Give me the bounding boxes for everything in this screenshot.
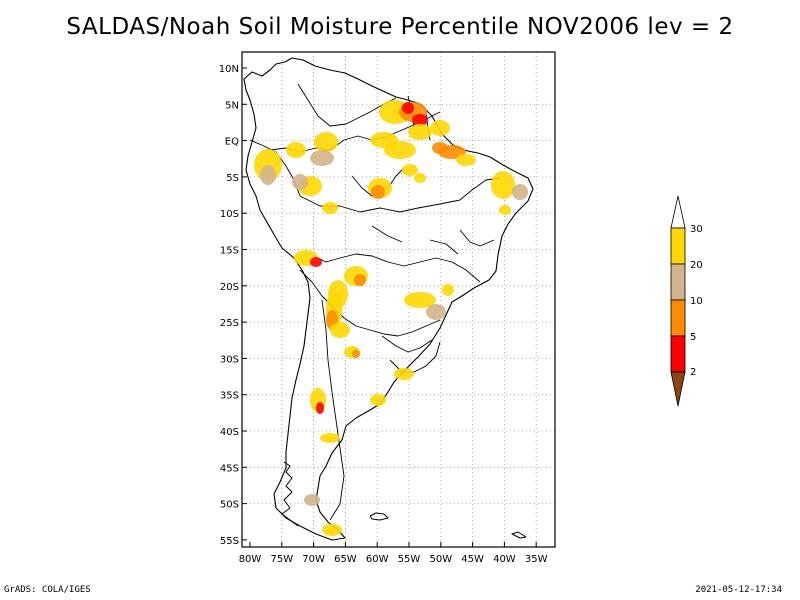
- lat-tick-label: 20S: [220, 282, 239, 293]
- percentile-patch: [322, 202, 338, 214]
- lat-tick-label: 10N: [219, 64, 239, 75]
- percentile-patch: [456, 154, 476, 166]
- south-georgia: [511, 531, 527, 539]
- percentile-patch: [286, 142, 306, 158]
- lon-tick-label: 40W: [493, 554, 516, 565]
- percentile-patch: [512, 184, 528, 200]
- percentile-patch: [491, 171, 515, 199]
- percentile-patch: [354, 274, 366, 286]
- percentile-patch: [414, 173, 426, 183]
- percentile-patch: [352, 350, 360, 358]
- lon-tick-label: 65W: [334, 554, 357, 565]
- south-america-coastline: [243, 57, 534, 541]
- falkland-islands: [369, 512, 389, 521]
- percentile-patch: [260, 165, 276, 185]
- lon-tick-label: 70W: [302, 554, 325, 565]
- lat-tick-label: 50S: [220, 500, 239, 511]
- chilean-fjords: [281, 461, 299, 527]
- legend-label: 5: [690, 332, 696, 343]
- percentile-patch: [310, 257, 322, 267]
- percentile-patch: [316, 402, 324, 414]
- graticule: [242, 52, 555, 547]
- legend-swatch-above-30: [670, 195, 686, 229]
- lon-tick-label: 55W: [398, 554, 421, 565]
- percentile-patch: [404, 292, 436, 308]
- percentile-patch: [384, 141, 416, 159]
- lat-tick-label: 25S: [220, 318, 239, 329]
- percentile-patch: [330, 322, 350, 338]
- lon-tick-label: 50W: [429, 554, 452, 565]
- legend-label: 10: [690, 296, 703, 307]
- legend-swatch-20-30: [670, 227, 686, 265]
- percentile-patch: [426, 304, 446, 320]
- lon-tick-label: 75W: [270, 554, 293, 565]
- map-frame: [241, 51, 556, 548]
- percentile-patch: [430, 120, 450, 136]
- lat-tick-label: EQ: [225, 137, 239, 148]
- percentile-patch: [402, 164, 418, 176]
- percentile-patch: [320, 433, 340, 443]
- legend-swatch-10-20: [670, 263, 686, 301]
- soil-moisture-shading: [254, 100, 528, 536]
- longitude-labels: 80W 75W 70W 65W 60W 55W 50W 45W 40W 35W: [239, 542, 548, 565]
- legend-swatch-5-10: [670, 299, 686, 337]
- lat-tick-label: 40S: [220, 427, 239, 438]
- continent-outline: [243, 57, 534, 541]
- percentile-patch: [371, 185, 385, 199]
- percentile-patch: [499, 205, 511, 215]
- footer-timestamp: 2021-05-12-17:34: [695, 585, 782, 595]
- percentile-patch: [402, 102, 414, 114]
- percentile-patch: [310, 150, 334, 166]
- lon-tick-label: 35W: [525, 554, 548, 565]
- percentile-patch: [394, 368, 414, 380]
- lat-tick-label: 35S: [220, 391, 239, 402]
- lat-tick-label: 10S: [220, 209, 239, 220]
- lat-tick-label: 55S: [220, 536, 239, 547]
- legend-swatch-below-2: [670, 371, 686, 407]
- legend-label: 2: [690, 367, 696, 378]
- percentile-patch: [304, 494, 320, 506]
- lon-tick-label: 45W: [461, 554, 484, 565]
- percentile-patch: [322, 524, 342, 536]
- color-legend: [670, 195, 686, 407]
- legend-labels: 30 20 10 5 2: [690, 224, 703, 378]
- footer-credit: GrADS: COLA/IGES: [4, 585, 91, 595]
- lat-tick-label: 45S: [220, 463, 239, 474]
- lon-tick-label: 60W: [366, 554, 389, 565]
- lat-tick-label: 5S: [226, 173, 239, 184]
- latitude-labels: 10N 5N EQ 5S 10S 15S 20S 25S 30S 35S 40S 45S 50S 55S: [219, 64, 247, 547]
- map-title: SALDAS/Noah Soil Moisture Percentile NOV…: [66, 14, 734, 40]
- legend-label: 20: [690, 260, 703, 271]
- lon-tick-label: 80W: [239, 554, 262, 565]
- percentile-patch: [314, 132, 338, 152]
- lat-tick-label: 30S: [220, 354, 239, 365]
- percentile-patch: [408, 124, 432, 140]
- percentile-patch: [442, 284, 454, 296]
- percentile-patch: [370, 394, 386, 406]
- percentile-patch: [412, 114, 428, 126]
- lat-tick-label: 5N: [225, 100, 239, 111]
- lat-tick-label: 15S: [220, 246, 239, 257]
- percentile-patch: [292, 174, 308, 190]
- legend-swatch-2-5: [670, 335, 686, 373]
- percentile-patch: [432, 142, 448, 154]
- legend-label: 30: [690, 224, 703, 235]
